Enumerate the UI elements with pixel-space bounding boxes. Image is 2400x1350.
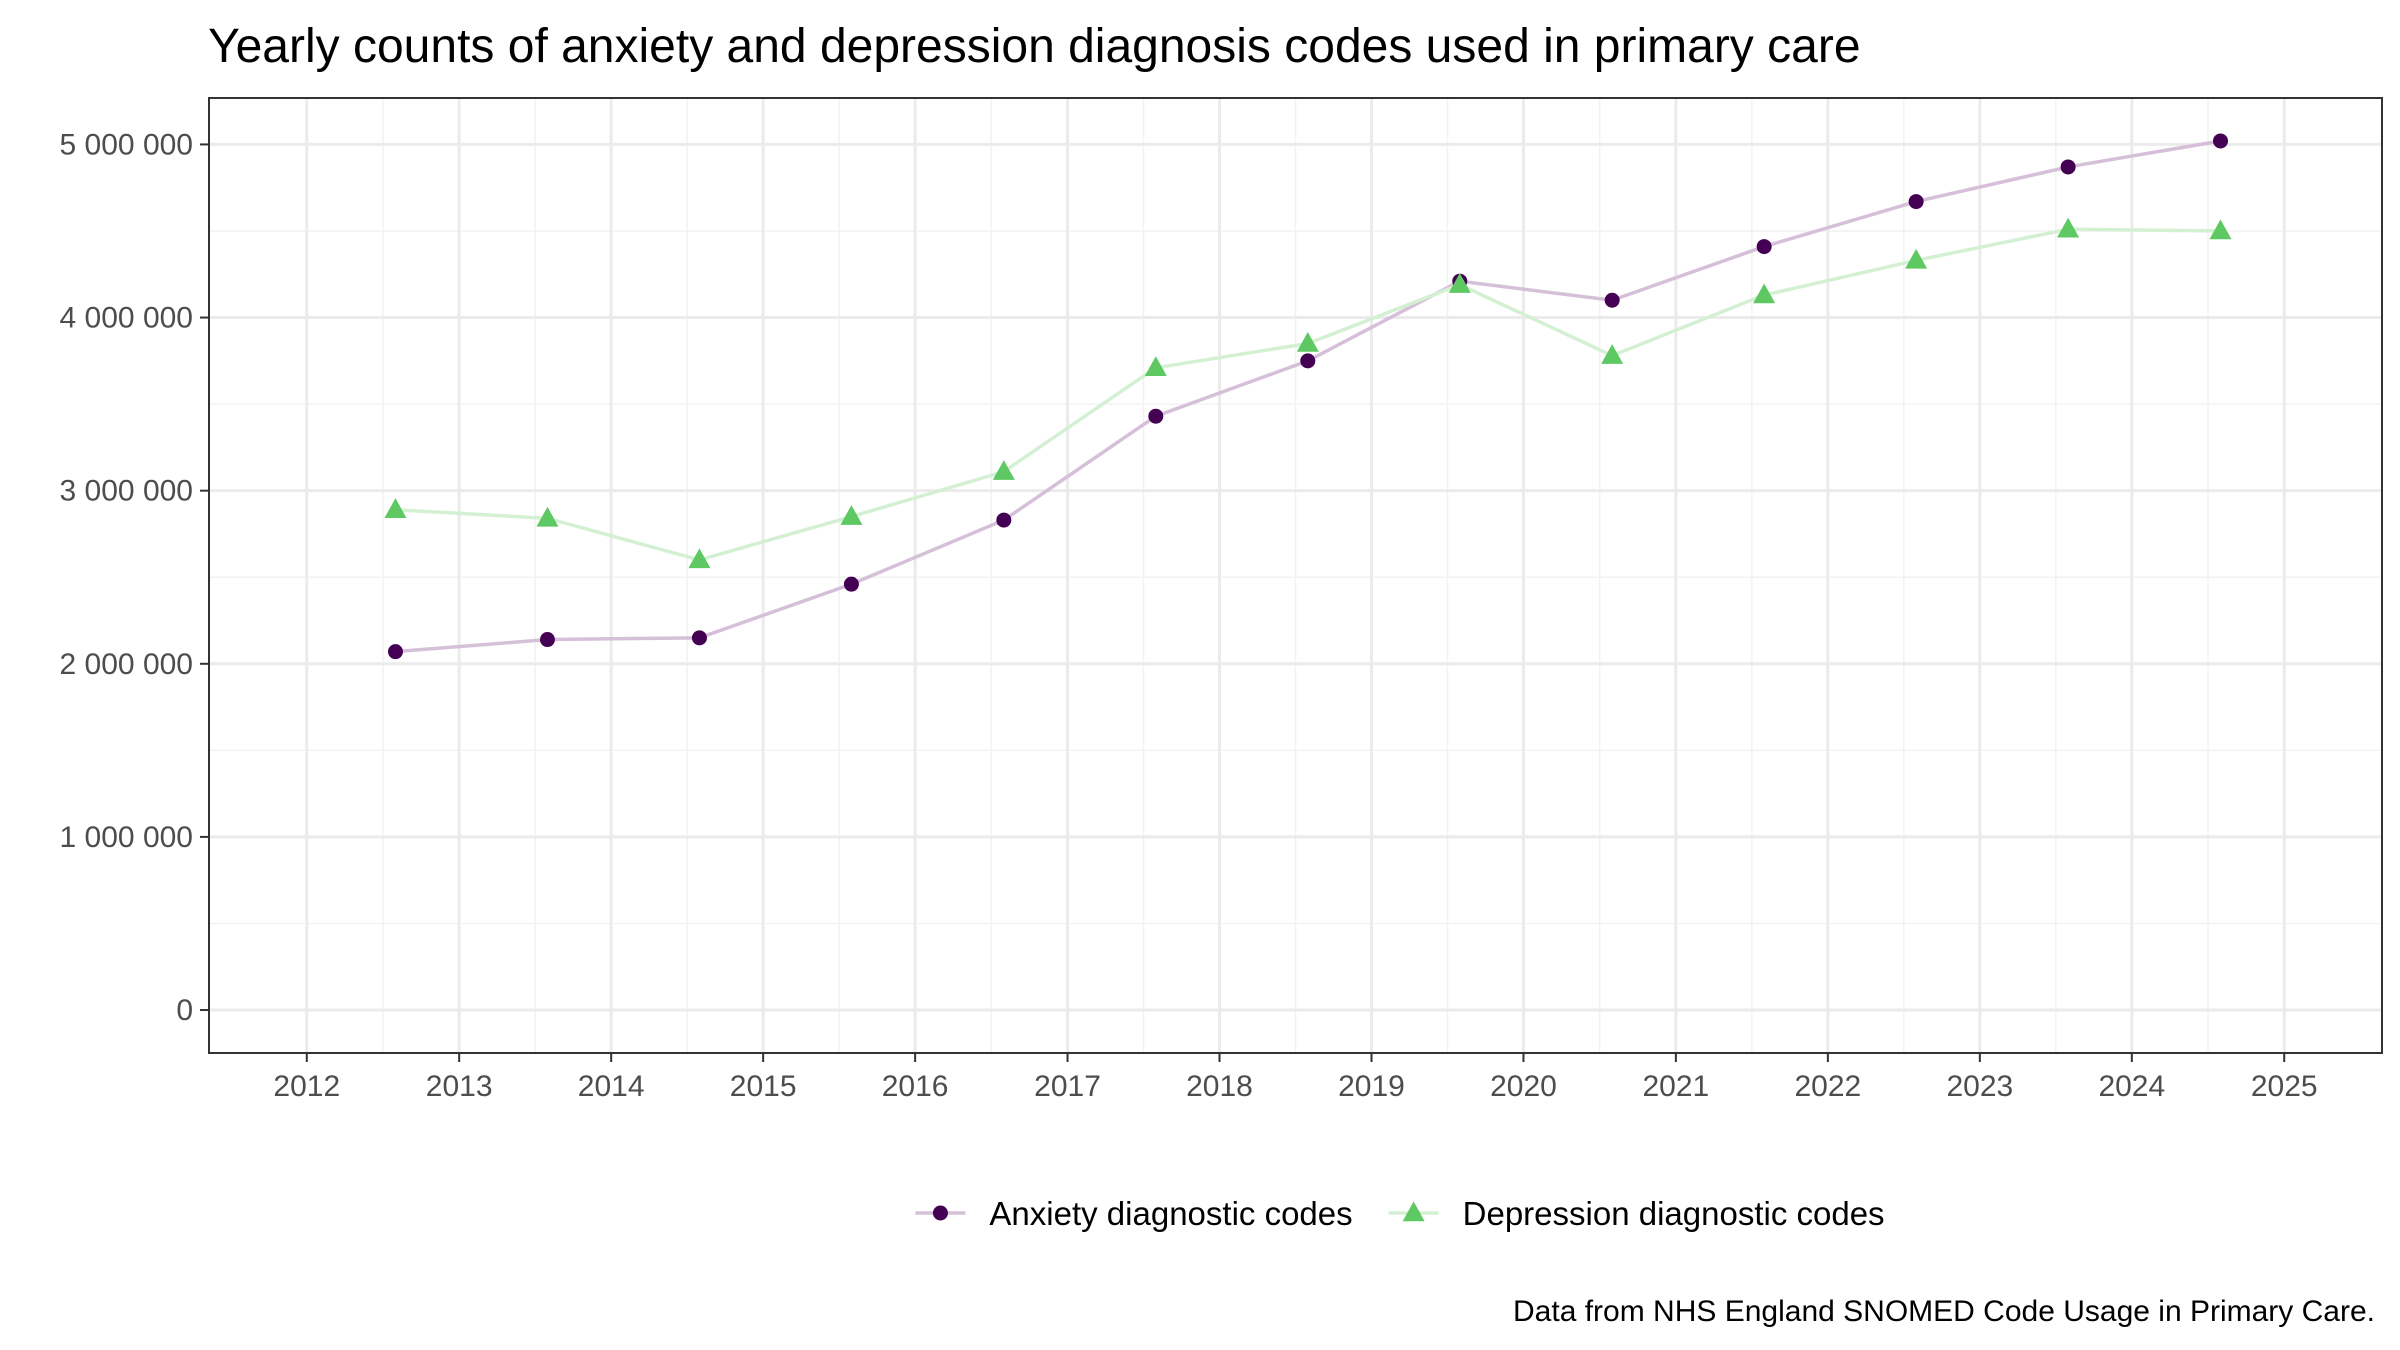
x-tick-label: 2013 <box>426 1070 493 1103</box>
legend-label: Depression diagnostic codes <box>1463 1195 1885 1232</box>
x-tick-label: 2014 <box>578 1070 645 1103</box>
depression-data-point <box>1905 248 1928 269</box>
minor-gridlines <box>209 98 2382 1053</box>
depression-data-point <box>1753 283 1776 304</box>
depression-data-point <box>384 498 407 518</box>
anxiety-data-point <box>2060 159 2076 175</box>
depression-data-point <box>1601 344 1624 364</box>
anxiety-data-point <box>1148 408 1164 424</box>
chart-caption: Data from NHS England SNOMED Code Usage … <box>1513 1295 2375 1328</box>
major-gridlines <box>209 98 2382 1053</box>
depression-data-point <box>688 548 711 569</box>
x-tick-label: 2020 <box>1490 1070 1557 1103</box>
depression-data-point <box>2209 219 2232 240</box>
x-tick-label: 2015 <box>730 1070 797 1103</box>
anxiety-data-point <box>1756 239 1772 255</box>
depression-data-point <box>1296 331 1319 352</box>
depression-data-point <box>536 506 559 527</box>
x-tick-label: 2016 <box>882 1070 949 1103</box>
depression-data-point <box>1448 273 1471 293</box>
legend: Anxiety diagnostic codes Depression diagn… <box>915 1195 1885 1232</box>
anxiety-data-point <box>843 576 859 592</box>
y-tick-label: 3 000 000 <box>60 475 193 508</box>
legend-key-marker <box>932 1205 948 1221</box>
anxiety-data-point <box>1908 194 1924 210</box>
x-tick-label: 2017 <box>1034 1070 1101 1103</box>
depression-data-point <box>2057 217 2080 238</box>
x-tick-label: 2021 <box>1642 1070 1709 1103</box>
anxiety-data-point <box>1604 292 1620 308</box>
x-axis: 2012 2013 2014 2015 2016 2017 2018 2019 2020 2021… <box>273 1053 2318 1103</box>
y-tick-label: 0 <box>176 994 193 1027</box>
x-tick-label: 2019 <box>1338 1070 1405 1103</box>
anxiety-data-point <box>387 644 403 660</box>
y-tick-label: 4 000 000 <box>60 302 193 335</box>
anxiety-data-point <box>539 632 555 648</box>
x-tick-label: 2023 <box>1946 1070 2013 1103</box>
anxiety-data-point <box>691 630 707 646</box>
depression-data-point <box>840 505 863 525</box>
y-tick-label: 1 000 000 <box>60 821 193 854</box>
legend-label: Anxiety diagnostic codes <box>989 1195 1352 1232</box>
plot-border <box>208 97 2383 1054</box>
anxiety-data-point <box>1300 353 1316 369</box>
x-tick-label: 2018 <box>1186 1070 1253 1103</box>
chart-title: Yearly counts of anxiety and depression … <box>208 20 1861 73</box>
depression-data-point <box>1144 356 1167 377</box>
x-tick-label: 2022 <box>1794 1070 1861 1103</box>
anxiety-data-point <box>2213 133 2229 149</box>
legend-key-marker <box>1402 1201 1425 1222</box>
x-tick-label: 2025 <box>2251 1070 2318 1103</box>
x-tick-label: 2012 <box>273 1070 340 1103</box>
y-tick-label: 2 000 000 <box>60 648 193 681</box>
anxiety-data-point <box>996 512 1012 528</box>
x-tick-label: 2024 <box>2098 1070 2165 1103</box>
y-axis: 0 1 000 000 2 000 000 3 000 000 4 000 000 5 0… <box>60 128 209 1027</box>
depression-data-point <box>992 460 1015 480</box>
y-tick-label: 5 000 000 <box>60 128 193 161</box>
series-points <box>384 133 2232 660</box>
legend-item-anxiety: Anxiety diagnostic codes <box>915 1195 1353 1232</box>
legend-item-depression: Depression diagnostic codes <box>1388 1195 1885 1232</box>
